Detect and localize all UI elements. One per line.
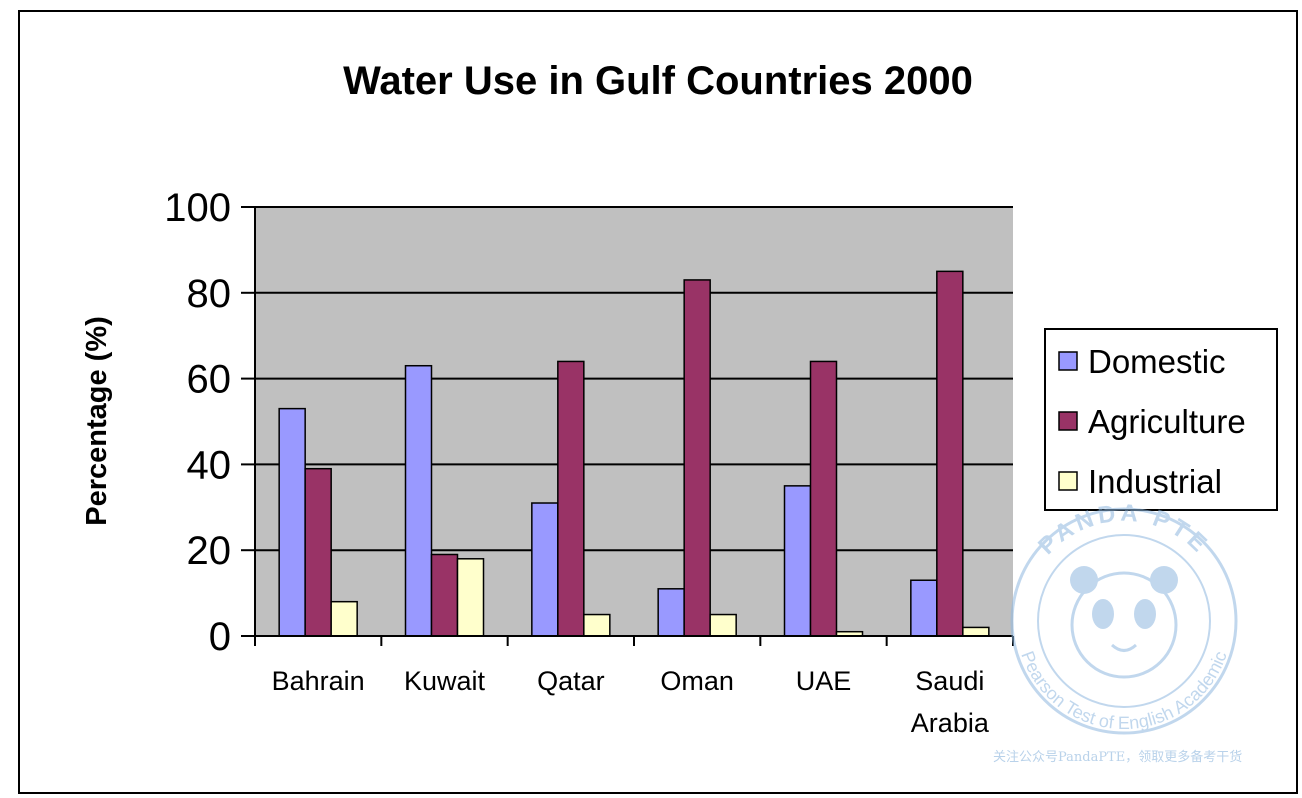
x-tick-label: Qatar bbox=[537, 666, 605, 696]
x-tick-label-line: Kuwait bbox=[404, 666, 486, 696]
legend-box bbox=[1044, 328, 1278, 511]
x-tick-label-line: UAE bbox=[796, 666, 852, 696]
axes bbox=[241, 206, 1014, 646]
bar-agriculture-qatar bbox=[557, 360, 585, 637]
panda-eye-right-icon bbox=[1134, 599, 1156, 629]
panda-face-icon bbox=[1070, 571, 1178, 679]
legend-label-industrial: Industrial bbox=[1088, 463, 1222, 500]
bar-agriculture-oman bbox=[683, 279, 711, 637]
bar-domestic-kuwait bbox=[404, 364, 433, 637]
y-tick-label: 20 bbox=[187, 529, 232, 573]
x-tick-label-line: Arabia bbox=[911, 708, 990, 738]
bar-domestic-saudi-arabia bbox=[910, 579, 938, 637]
bars bbox=[278, 270, 990, 637]
legend-swatch-industrial bbox=[1058, 471, 1078, 491]
y-tick-label: 0 bbox=[209, 615, 231, 659]
y-tick-label: 100 bbox=[164, 186, 231, 230]
x-tick-label-line: Qatar bbox=[537, 666, 605, 696]
bar-agriculture-kuwait bbox=[430, 553, 459, 637]
x-tick-label: Bahrain bbox=[272, 666, 365, 696]
x-tick-label: UAE bbox=[796, 666, 852, 696]
chart-title: Water Use in Gulf Countries 2000 bbox=[343, 59, 973, 103]
y-tick-label: 80 bbox=[187, 272, 232, 316]
y-tick-label: 60 bbox=[187, 358, 232, 402]
plot-area bbox=[255, 207, 1013, 636]
panda-pte-badge: PANDA PTE Pearson Test of English Academ… bbox=[1010, 500, 1238, 735]
legend: Domestic Agriculture Industrial bbox=[1044, 328, 1278, 511]
legend-label-agriculture: Agriculture bbox=[1088, 403, 1246, 440]
bar-agriculture-bahrain bbox=[304, 467, 332, 637]
x-tick-label-line: Bahrain bbox=[272, 666, 365, 696]
y-tick-label: 40 bbox=[187, 443, 232, 487]
bar-industrial-oman bbox=[709, 613, 737, 637]
bar-industrial-qatar bbox=[583, 613, 611, 637]
bar-agriculture-uae bbox=[809, 360, 838, 637]
bar-domestic-uae bbox=[783, 485, 812, 637]
bar-industrial-kuwait bbox=[456, 558, 485, 637]
panda-mouth-icon bbox=[1110, 643, 1138, 652]
y-axis-label: Percentage (%) bbox=[81, 316, 113, 526]
y-tick-labels: 0 20 40 60 80 100 bbox=[164, 186, 231, 659]
x-tick-label: Saudi Arabia bbox=[911, 666, 990, 738]
bar-agriculture-saudi-arabia bbox=[936, 270, 964, 637]
bar-industrial-saudi-arabia bbox=[962, 626, 990, 637]
x-tick-label-line: Oman bbox=[660, 666, 734, 696]
bar-domestic-oman bbox=[657, 588, 685, 637]
legend-swatch-agriculture bbox=[1058, 411, 1078, 431]
bar-domestic-qatar bbox=[531, 502, 559, 637]
panda-ear-left-icon bbox=[1070, 566, 1098, 594]
legend-label-domestic: Domestic bbox=[1088, 343, 1226, 380]
badge-inner-ring bbox=[1037, 534, 1211, 708]
bar-industrial-bahrain bbox=[330, 600, 358, 637]
x-tick-label: Oman bbox=[660, 666, 734, 696]
gridlines bbox=[255, 206, 1013, 552]
badge-outer-ring bbox=[1010, 507, 1238, 735]
x-tick-label-line: Saudi bbox=[915, 666, 984, 696]
watermark-note: 关注公众号PandaPTE，领取更多备考干货 bbox=[993, 750, 1243, 765]
badge-bottom-text: Pearson Test of English Academic bbox=[1017, 648, 1230, 733]
panda-ear-right-icon bbox=[1150, 566, 1178, 594]
panda-eye-left-icon bbox=[1092, 599, 1114, 629]
x-tick-labels: Bahrain Kuwait Qatar Oman UAE Saudi Arabia bbox=[272, 666, 990, 738]
legend-swatch-domestic bbox=[1058, 351, 1078, 371]
x-tick-label: Kuwait bbox=[404, 666, 486, 696]
bar-domestic-bahrain bbox=[278, 407, 306, 637]
